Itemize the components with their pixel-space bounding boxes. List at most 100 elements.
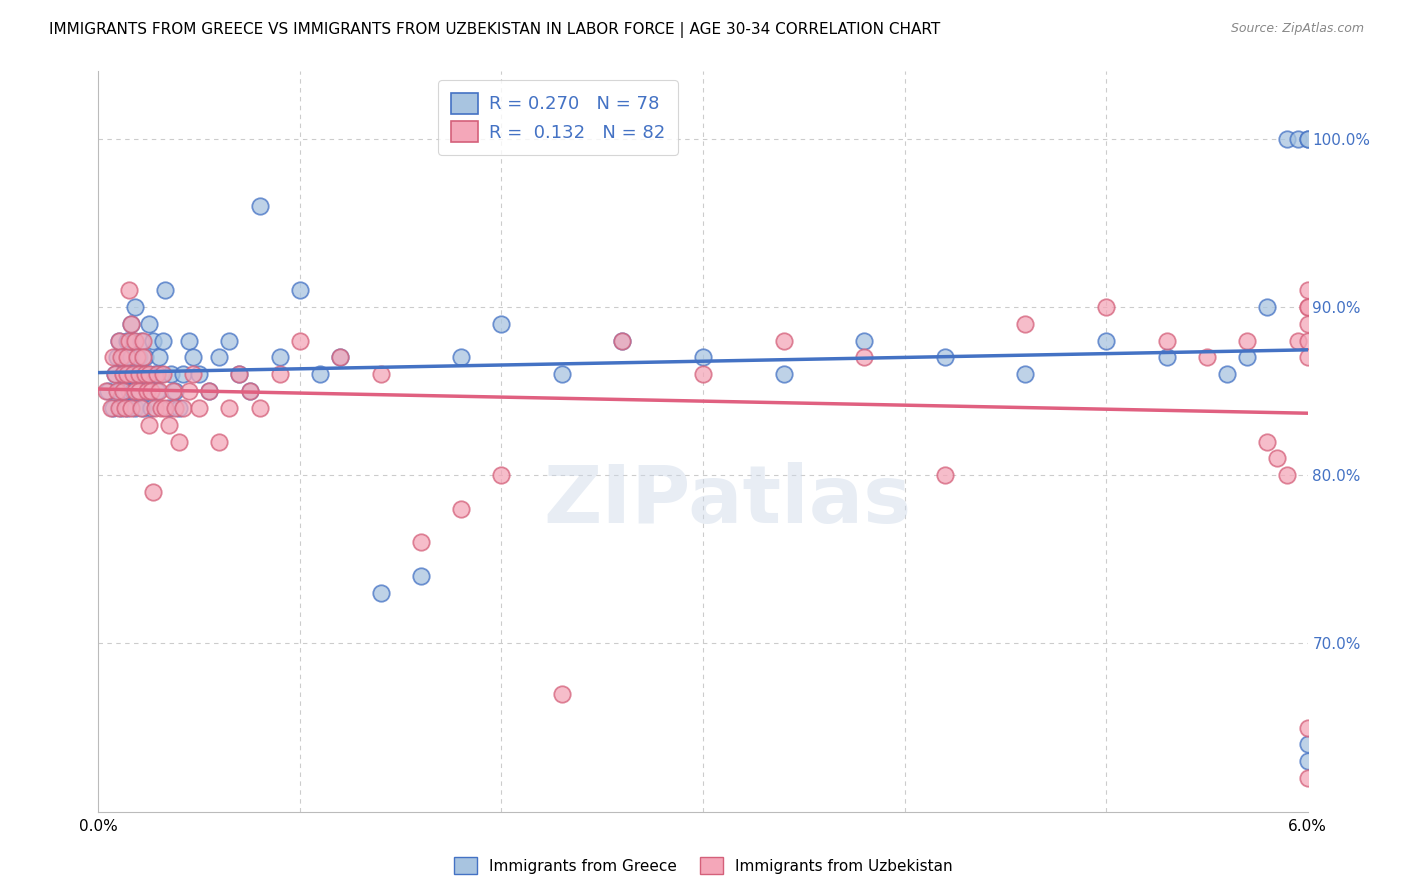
Point: [1277, 131, 1299, 145]
Point: [1286, 334, 1309, 348]
Point: [121, 368, 143, 382]
Point: [114, 401, 136, 415]
Point: [853, 351, 876, 365]
Point: [269, 368, 291, 382]
Point: [111, 368, 134, 382]
Point: [692, 351, 714, 365]
Point: [309, 368, 332, 382]
Point: [1095, 300, 1118, 314]
Point: [1296, 721, 1319, 735]
Point: [208, 434, 231, 449]
Point: [115, 368, 138, 382]
Point: [124, 401, 146, 415]
Point: [179, 384, 201, 398]
Point: [157, 401, 180, 415]
Point: [124, 334, 146, 348]
Point: [128, 384, 150, 398]
Point: [163, 384, 186, 398]
Point: [1286, 131, 1309, 145]
Point: [1014, 317, 1036, 331]
Point: [153, 401, 176, 415]
Point: [1256, 300, 1278, 314]
Point: [107, 334, 129, 348]
Point: [1296, 771, 1319, 785]
Point: [1296, 334, 1319, 348]
Point: [1296, 754, 1319, 768]
Point: [612, 334, 634, 348]
Point: [149, 368, 172, 382]
Point: [107, 384, 129, 398]
Point: [115, 401, 138, 415]
Point: [172, 368, 194, 382]
Point: [409, 535, 432, 549]
Point: [218, 401, 240, 415]
Point: [128, 351, 150, 365]
Point: [1267, 451, 1289, 466]
Point: [132, 368, 155, 382]
Point: [228, 368, 250, 382]
Point: [152, 368, 174, 382]
Point: [139, 384, 162, 398]
Legend: Immigrants from Greece, Immigrants from Uzbekistan: Immigrants from Greece, Immigrants from …: [447, 851, 959, 880]
Point: [551, 368, 574, 382]
Point: [163, 401, 186, 415]
Point: [120, 401, 142, 415]
Point: [370, 586, 392, 600]
Point: [124, 300, 146, 314]
Point: [228, 368, 250, 382]
Point: [129, 401, 152, 415]
Point: [103, 368, 125, 382]
Point: [249, 199, 271, 213]
Point: [129, 334, 152, 348]
Point: [142, 334, 165, 348]
Point: [110, 351, 132, 365]
Point: [120, 317, 142, 331]
Point: [121, 334, 143, 348]
Point: [120, 351, 142, 365]
Point: [118, 283, 141, 297]
Point: [288, 283, 311, 297]
Point: [135, 384, 157, 398]
Point: [218, 334, 240, 348]
Point: [114, 384, 136, 398]
Point: [138, 417, 160, 432]
Point: [934, 351, 956, 365]
Point: [115, 334, 138, 348]
Point: [107, 401, 129, 415]
Point: [100, 401, 122, 415]
Point: [1296, 738, 1319, 752]
Point: [1156, 351, 1178, 365]
Point: [118, 334, 141, 348]
Point: [249, 401, 271, 415]
Point: [551, 687, 574, 701]
Point: [612, 334, 634, 348]
Point: [1156, 334, 1178, 348]
Point: [934, 468, 956, 483]
Point: [96, 384, 118, 398]
Point: [1236, 351, 1258, 365]
Point: [118, 368, 141, 382]
Point: [135, 384, 157, 398]
Point: [132, 334, 155, 348]
Point: [370, 368, 392, 382]
Point: [1296, 283, 1319, 297]
Point: [491, 317, 513, 331]
Point: [124, 384, 146, 398]
Point: [329, 351, 352, 365]
Point: [772, 368, 794, 382]
Point: [132, 401, 155, 415]
Point: [105, 384, 128, 398]
Point: [450, 351, 472, 365]
Point: [1014, 368, 1036, 382]
Point: [142, 485, 165, 500]
Point: [179, 334, 201, 348]
Point: [1296, 300, 1319, 314]
Point: [1296, 351, 1319, 365]
Point: [269, 351, 291, 365]
Point: [149, 401, 172, 415]
Point: [132, 351, 155, 365]
Point: [146, 368, 169, 382]
Point: [172, 401, 194, 415]
Point: [101, 351, 124, 365]
Legend: R = 0.270   N = 78, R =  0.132   N = 82: R = 0.270 N = 78, R = 0.132 N = 82: [439, 80, 678, 154]
